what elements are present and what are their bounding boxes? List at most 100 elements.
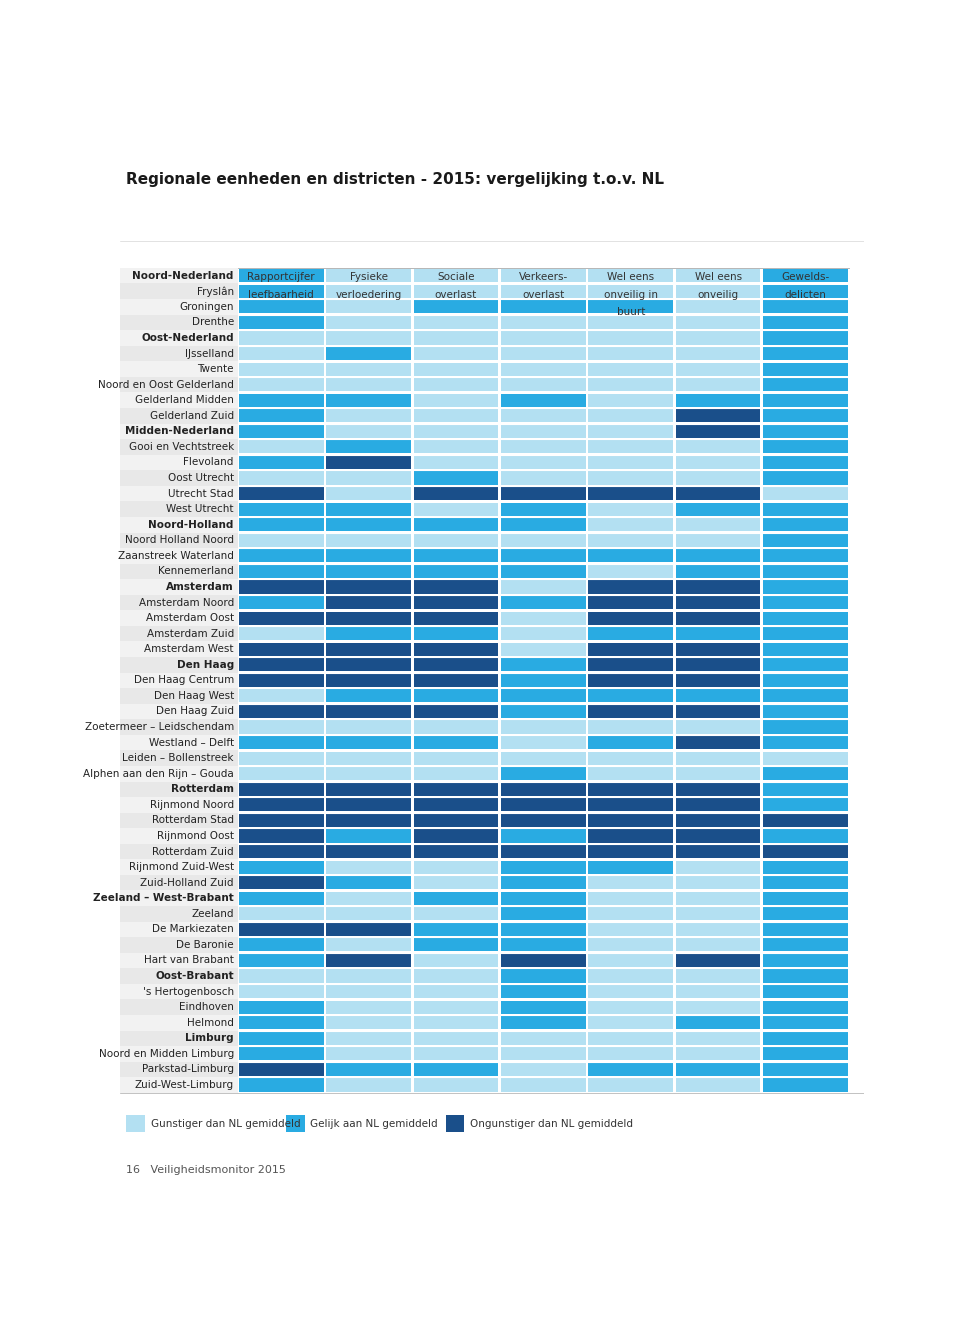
- Bar: [414, 844, 498, 858]
- Bar: [676, 1047, 760, 1061]
- Bar: [676, 1000, 760, 1014]
- Text: Rapportcijfer: Rapportcijfer: [248, 272, 315, 281]
- Bar: [326, 347, 411, 360]
- Text: Amsterdam Noord: Amsterdam Noord: [138, 598, 234, 607]
- Text: Ongunstiger dan NL gemiddeld: Ongunstiger dan NL gemiddeld: [470, 1119, 634, 1129]
- Text: Rijnmond Noord: Rijnmond Noord: [150, 800, 234, 810]
- Bar: [676, 767, 760, 780]
- Text: Oost-Nederland: Oost-Nederland: [141, 334, 234, 343]
- Bar: [120, 346, 237, 362]
- Bar: [326, 814, 411, 827]
- Bar: [239, 954, 324, 967]
- Bar: [676, 518, 760, 531]
- Text: Den Haag Zuid: Den Haag Zuid: [156, 707, 234, 716]
- Bar: [588, 923, 673, 936]
- Bar: [763, 830, 848, 843]
- Bar: [239, 690, 324, 703]
- Bar: [676, 564, 760, 578]
- Bar: [326, 487, 411, 500]
- Bar: [120, 812, 237, 828]
- Bar: [414, 580, 498, 594]
- Bar: [120, 564, 237, 579]
- Bar: [120, 595, 237, 611]
- Bar: [326, 269, 411, 283]
- Bar: [239, 347, 324, 360]
- Bar: [501, 674, 586, 687]
- Bar: [120, 471, 237, 486]
- Bar: [588, 907, 673, 920]
- Bar: [326, 456, 411, 470]
- Bar: [326, 1047, 411, 1061]
- Bar: [501, 503, 586, 516]
- Bar: [326, 954, 411, 967]
- Bar: [414, 970, 498, 983]
- Bar: [326, 1031, 411, 1045]
- Bar: [239, 783, 324, 796]
- Bar: [120, 936, 237, 952]
- Bar: [120, 362, 237, 378]
- Bar: [414, 347, 498, 360]
- Bar: [763, 487, 848, 500]
- Bar: [326, 736, 411, 750]
- Bar: [239, 300, 324, 313]
- Bar: [120, 532, 237, 548]
- Bar: [676, 347, 760, 360]
- Bar: [501, 550, 586, 563]
- Bar: [239, 596, 324, 610]
- Bar: [120, 518, 237, 532]
- Bar: [763, 720, 848, 734]
- Bar: [120, 642, 237, 658]
- Text: Den Haag: Den Haag: [177, 660, 234, 670]
- Bar: [501, 394, 586, 407]
- Bar: [676, 876, 760, 890]
- Bar: [763, 580, 848, 594]
- Text: Regionale eenheden en districten - 2015: vergelijking t.o.v. NL: Regionale eenheden en districten - 2015:…: [126, 172, 664, 187]
- Bar: [588, 471, 673, 484]
- Bar: [501, 331, 586, 344]
- Bar: [326, 783, 411, 796]
- Bar: [763, 1017, 848, 1030]
- Bar: [414, 410, 498, 423]
- Text: Eindhoven: Eindhoven: [179, 1002, 234, 1013]
- Text: Westland – Delft: Westland – Delft: [149, 738, 234, 747]
- Bar: [763, 611, 848, 624]
- Bar: [588, 658, 673, 671]
- Bar: [120, 611, 237, 626]
- Text: Drenthe: Drenthe: [192, 317, 234, 327]
- Text: Limburg: Limburg: [185, 1034, 234, 1043]
- Bar: [676, 410, 760, 423]
- Bar: [763, 471, 848, 484]
- Bar: [676, 643, 760, 656]
- Bar: [120, 626, 237, 642]
- Bar: [239, 1031, 324, 1045]
- Bar: [239, 907, 324, 920]
- Bar: [414, 564, 498, 578]
- Bar: [763, 1031, 848, 1045]
- Bar: [326, 844, 411, 858]
- Bar: [326, 798, 411, 811]
- Text: Noord-Nederland: Noord-Nederland: [132, 271, 234, 280]
- Bar: [588, 440, 673, 454]
- Text: Hart van Brabant: Hart van Brabant: [144, 955, 234, 966]
- Text: Midden-Nederland: Midden-Nederland: [125, 427, 234, 436]
- Bar: [501, 378, 586, 391]
- Bar: [763, 269, 848, 283]
- Bar: [239, 487, 324, 500]
- Bar: [239, 720, 324, 734]
- Text: Amsterdam West: Amsterdam West: [144, 644, 234, 654]
- Bar: [676, 704, 760, 718]
- Text: Gooi en Vechtstreek: Gooi en Vechtstreek: [129, 442, 234, 452]
- Text: Utrecht Stad: Utrecht Stad: [168, 488, 234, 499]
- Bar: [763, 316, 848, 329]
- Bar: [120, 875, 237, 890]
- Bar: [326, 316, 411, 329]
- Bar: [676, 860, 760, 874]
- Bar: [326, 1017, 411, 1030]
- Text: Den Haag Centrum: Den Haag Centrum: [133, 675, 234, 686]
- Text: Rijnmond Oost: Rijnmond Oost: [156, 831, 234, 840]
- Bar: [588, 674, 673, 687]
- Bar: [501, 767, 586, 780]
- Bar: [414, 690, 498, 703]
- Bar: [501, 363, 586, 376]
- Bar: [763, 456, 848, 470]
